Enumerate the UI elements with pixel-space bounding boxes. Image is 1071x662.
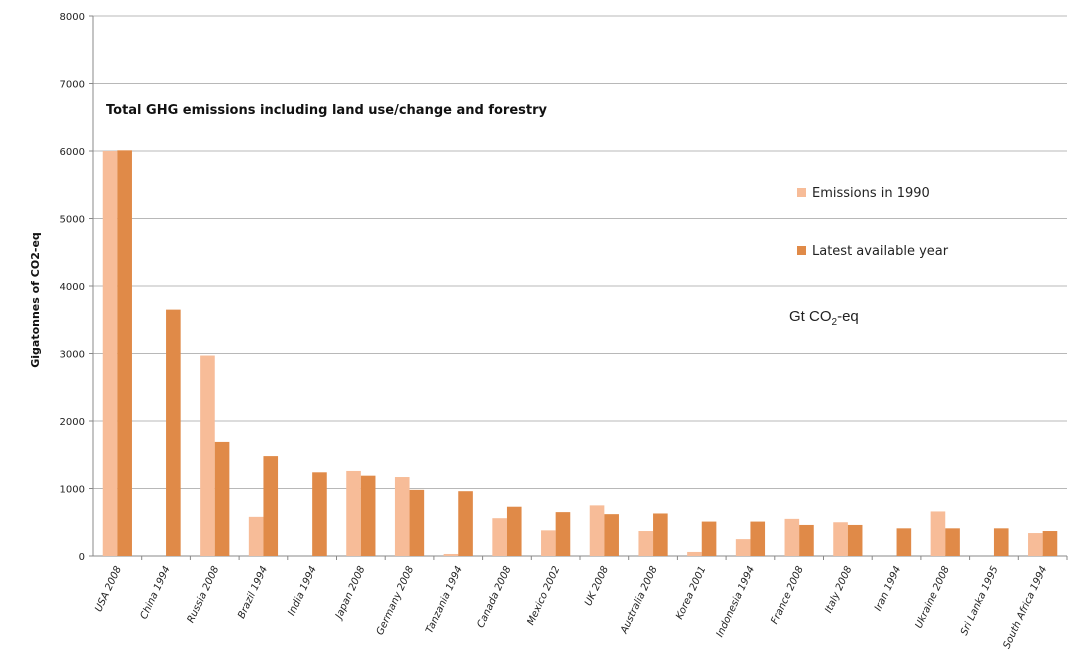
x-category-label: Indonesia 1994	[715, 565, 758, 639]
bar-latest-year	[750, 521, 766, 556]
x-category-label: Tanzania 1994	[424, 565, 465, 636]
x-category-label: Korea 2001	[674, 565, 708, 622]
bar-emissions-1990	[930, 511, 946, 556]
x-category-label: China 1994	[139, 565, 173, 621]
x-category-label: Mexico 2002	[525, 565, 562, 627]
bar-latest-year	[799, 524, 814, 556]
y-tick-label: 3000	[60, 350, 85, 361]
legend-label-latest: Latest available year	[812, 244, 949, 259]
axes	[89, 15, 1068, 560]
bar-emissions-1990	[1028, 533, 1043, 556]
bar-emissions-1990	[394, 477, 410, 556]
x-category-label: Iran 1994	[873, 565, 903, 613]
legend-swatch-latest	[797, 246, 806, 255]
bar-latest-year	[360, 475, 376, 556]
x-category-label: Italy 2008	[823, 565, 854, 615]
bar-latest-year	[214, 441, 230, 556]
bar-latest-year	[1042, 531, 1058, 556]
bar-emissions-1990	[784, 518, 800, 556]
bars	[102, 150, 1058, 556]
y-axis-label: Gigatonnes of CO2-eq	[29, 232, 42, 368]
bar-emissions-1990	[687, 551, 702, 556]
bar-emissions-1990	[443, 553, 459, 556]
y-tick-labels: 0 1000 2000 3000 4000 5000 6000 7000 8000	[60, 12, 85, 563]
bar-latest-year	[555, 512, 571, 556]
x-category-label: Russia 2008	[186, 565, 222, 625]
bar-latest-year	[945, 528, 960, 556]
bar-latest-year	[458, 491, 473, 556]
x-category-label: Japan 2008	[333, 565, 368, 623]
bar-emissions-1990	[589, 505, 605, 556]
y-tick-label: 4000	[60, 282, 85, 293]
x-category-label: Germany 2008	[375, 565, 417, 637]
x-category-label: South Africa 1994	[1001, 565, 1049, 651]
y-tick-label: 7000	[60, 80, 85, 91]
chart-title: Total GHG emissions including land use/c…	[106, 103, 548, 118]
y-tick-label: 6000	[60, 147, 85, 158]
bar-latest-year	[312, 472, 327, 556]
y-tick-label: 0	[79, 552, 85, 563]
x-category-label: USA 2008	[93, 565, 124, 614]
bar-latest-year	[993, 528, 1009, 556]
bar-emissions-1990	[248, 516, 264, 556]
bar-latest-year	[506, 506, 522, 556]
x-category-label: India 1994	[286, 565, 318, 618]
bar-latest-year	[263, 456, 279, 556]
x-category-label: France 2008	[769, 565, 805, 626]
y-tick-label: 5000	[60, 215, 85, 226]
x-category-label: Australia 2008	[619, 565, 660, 637]
bar-latest-year	[409, 489, 425, 556]
bar-latest-year	[847, 524, 863, 556]
unit-annotation: Gt CO2-eq	[789, 308, 859, 328]
bar-emissions-1990	[346, 470, 361, 556]
gridlines	[93, 15, 1067, 489]
x-category-label: UK 2008	[583, 565, 611, 608]
x-category-label: Sri Lanka 1995	[959, 565, 1001, 638]
x-tick-labels: USA 2008 China 1994 Russia 2008 Brazil 1994…	[93, 565, 1049, 651]
bar-latest-year	[701, 521, 717, 556]
bar-latest-year	[604, 514, 619, 556]
y-tick-label: 1000	[60, 485, 85, 496]
y-tick-label: 2000	[60, 417, 85, 428]
x-category-label: Canada 2008	[476, 565, 514, 630]
legend: Emissions in 1990 Latest available year	[797, 186, 949, 259]
bar-emissions-1990	[638, 531, 654, 556]
y-tick-label: 8000	[60, 12, 85, 23]
bar-latest-year	[166, 309, 181, 556]
bar-emissions-1990	[200, 355, 215, 556]
legend-swatch-1990	[797, 188, 806, 197]
bar-emissions-1990	[833, 522, 848, 556]
bar-latest-year	[117, 150, 132, 556]
bar-emissions-1990	[492, 518, 507, 556]
bar-emissions-1990	[541, 530, 556, 556]
legend-label-1990: Emissions in 1990	[812, 186, 930, 201]
bar-latest-year	[896, 528, 912, 556]
x-category-label: Ukraine 2008	[914, 565, 952, 631]
bar-emissions-1990	[735, 539, 751, 556]
bar-emissions-1990	[102, 151, 118, 556]
x-category-label: Brazil 1994	[236, 565, 270, 621]
bar-latest-year	[653, 513, 668, 556]
